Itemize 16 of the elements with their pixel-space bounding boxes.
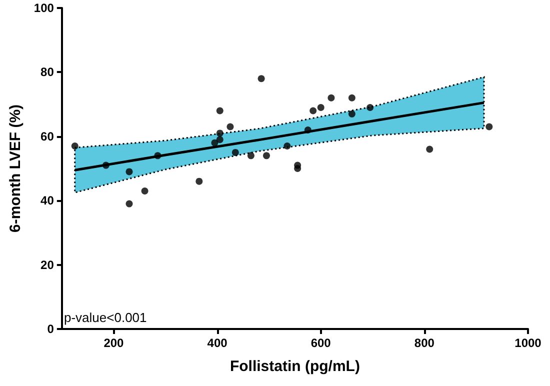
x-tick-label: 800 xyxy=(414,336,435,350)
point xyxy=(126,200,133,208)
x-tick-label: 1000 xyxy=(514,336,542,350)
x-tick-label: 200 xyxy=(104,336,124,350)
annotation: p-value<0.001 xyxy=(64,310,147,325)
y-tick-label: 60 xyxy=(40,129,54,144)
y-axis-title: 6-month LVEF (%) xyxy=(7,104,24,233)
y-tick-label: 40 xyxy=(40,194,54,208)
x-tick-label: 400 xyxy=(207,336,228,350)
point xyxy=(486,123,493,130)
y-tick-label: 100 xyxy=(34,1,54,15)
x-axis-title: Follistatin (pg/mL) xyxy=(230,358,360,375)
x-tick-label: 600 xyxy=(310,336,332,350)
y-tick-label: 0 xyxy=(47,322,54,336)
y-tick-label: 80 xyxy=(40,65,54,80)
y-tick-label: 20 xyxy=(40,258,54,272)
